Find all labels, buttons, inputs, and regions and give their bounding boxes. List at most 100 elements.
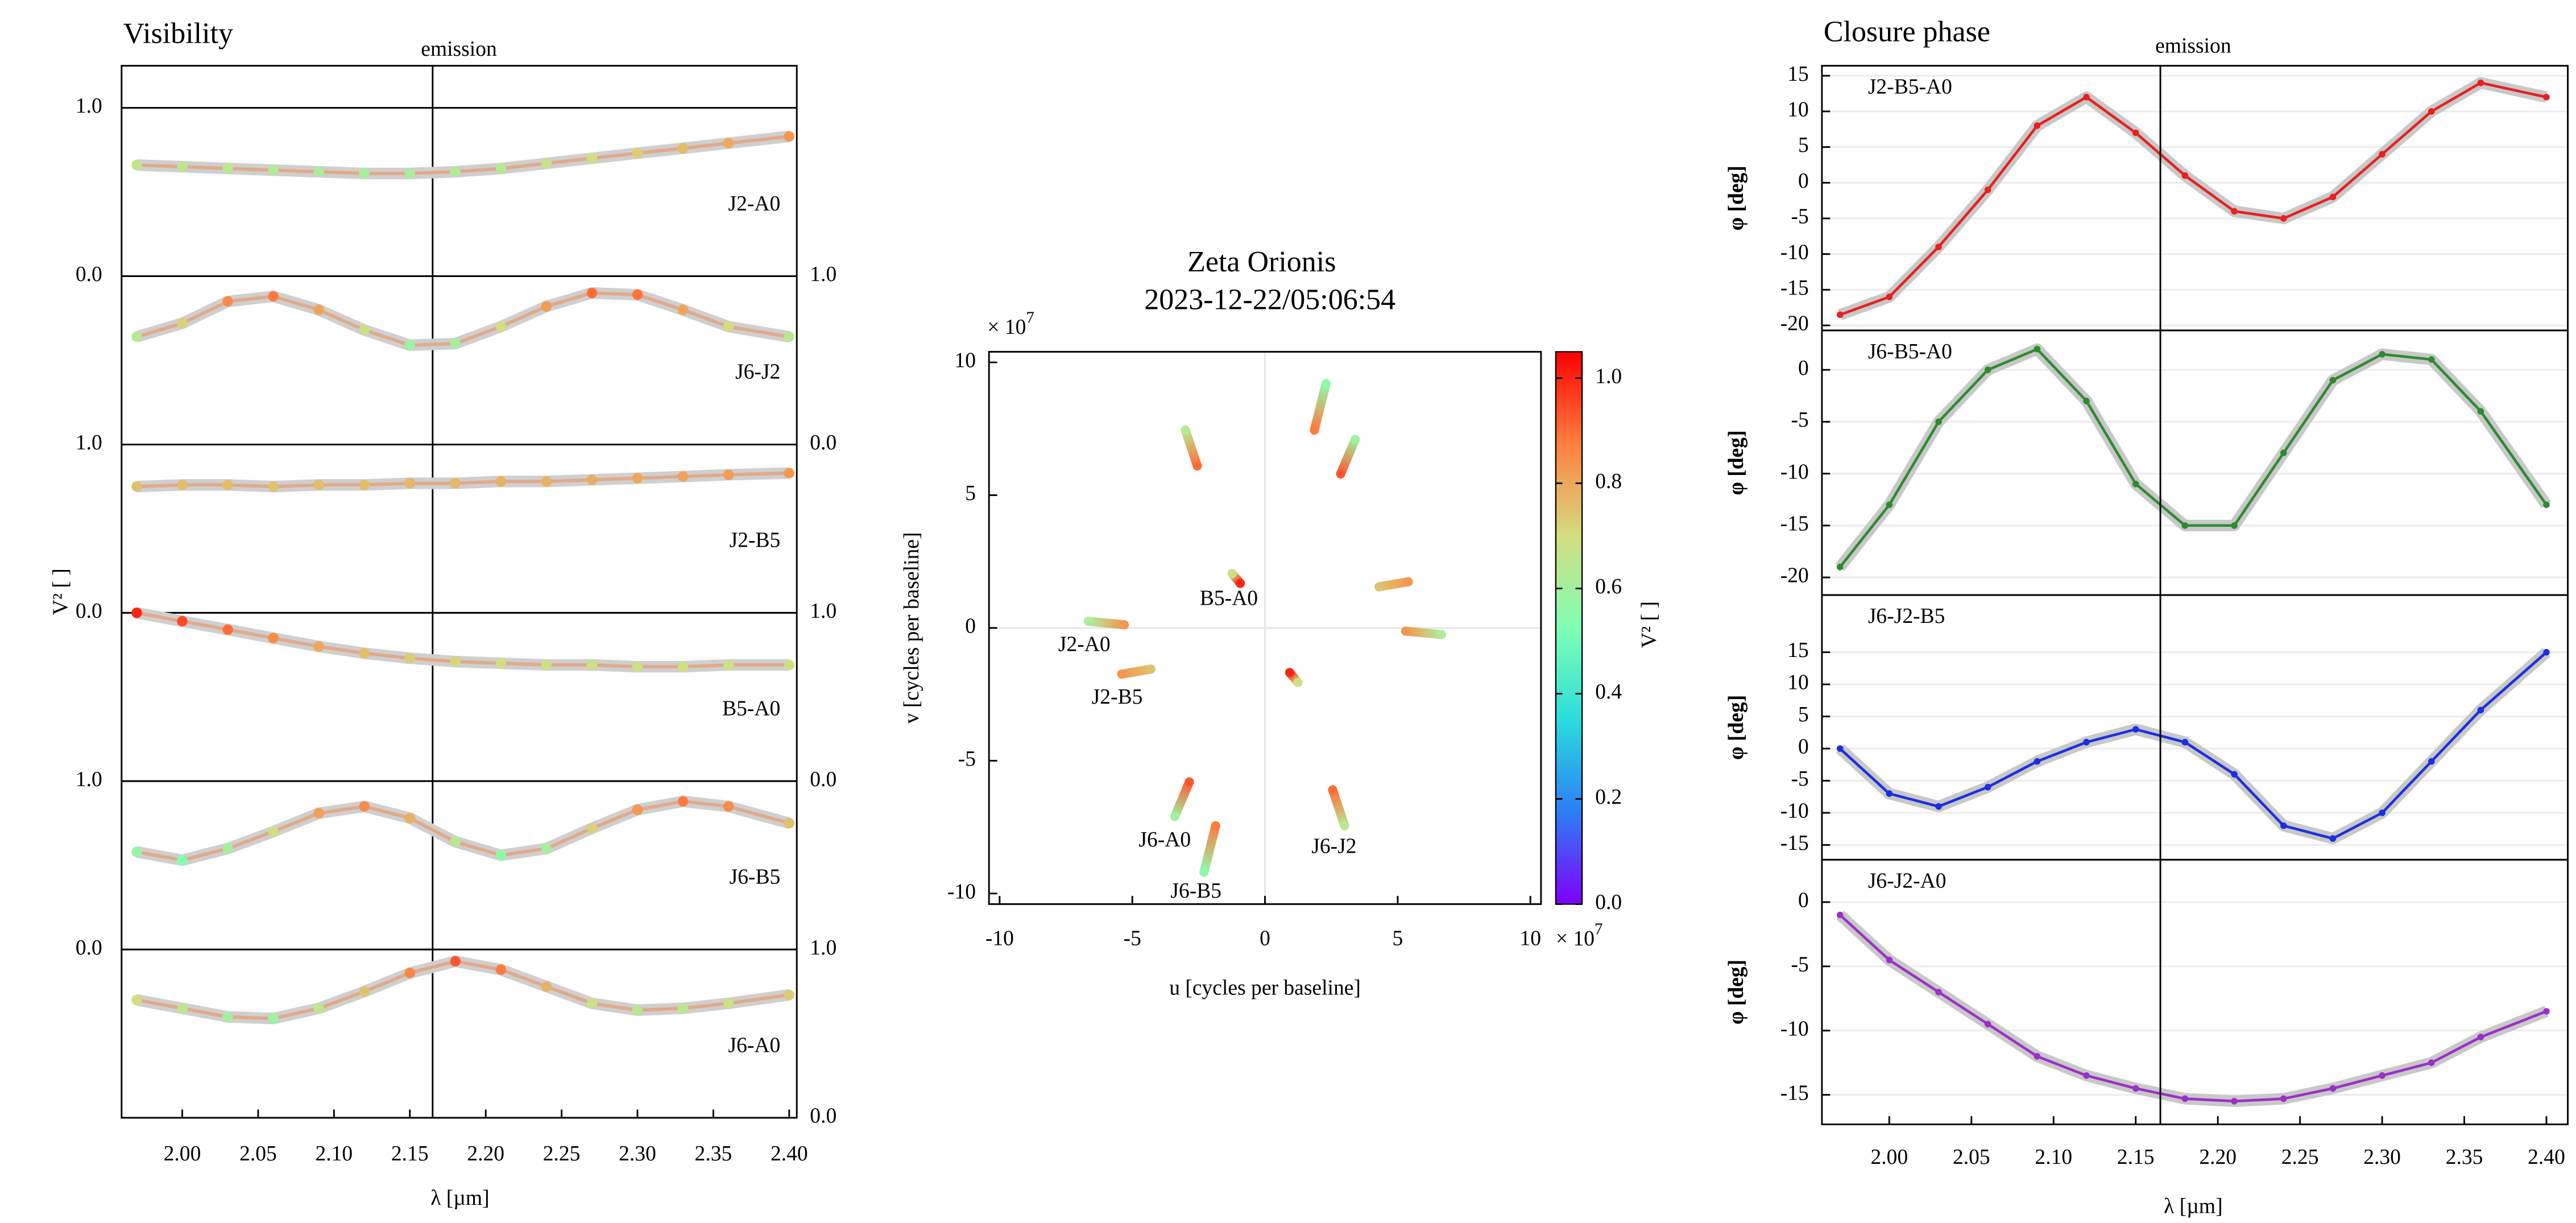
y-tick-label: 0.0 [810,768,836,791]
uv-track [1170,777,1194,821]
data-point [677,471,689,482]
data-point [586,998,598,1009]
data-point [586,287,598,299]
data-point [2231,1098,2238,1105]
y-tick-label: -5 [1791,408,1809,432]
y-tick-label: -10 [1780,241,1809,264]
y-tick-label: 1.0 [810,263,836,286]
data-point [359,648,370,659]
series-label: J2-B5-A0 [1868,76,1952,99]
data-point [1984,187,1991,193]
y-tick-label: 0 [1798,736,1809,759]
data-point [677,796,689,807]
data-point [2132,481,2139,487]
data-point [268,1013,279,1024]
data-point [1935,243,1942,250]
y-tick-label: -20 [1780,312,1809,336]
data-point [2034,1053,2041,1060]
data-point [131,159,142,171]
data-point [2083,738,2090,746]
scale-exponent: 7 [1026,308,1034,327]
data-point [632,289,643,300]
y-axis-label: φ [deg] [1725,695,1748,760]
data-point [1935,803,1942,810]
error-band [1836,910,2549,1107]
data-point [586,474,598,485]
data-point [784,989,795,1001]
uv-point [1120,620,1129,630]
x-tick-label: 2.30 [2363,1146,2401,1169]
colorbar-tick-label: 0.4 [1595,680,1622,704]
data-point [586,153,598,164]
uv-point [1436,630,1446,639]
data-point [359,324,370,336]
chart-title: Visibility [123,18,233,50]
data-point [2329,1085,2337,1092]
panel-frame [1821,65,2569,332]
uv-point [1181,425,1190,435]
phase-line [1839,914,2547,1103]
uv-point [1192,461,1202,471]
data-point [2543,648,2550,656]
data-point [2034,758,2041,765]
data-point [404,652,416,664]
axis-scale: × 107 [987,308,1034,338]
data-point [2477,1034,2484,1040]
x-tick-label: 2.15 [2117,1146,2155,1169]
y-tick-label: 10 [1787,671,1809,695]
x-tick-label: 2.05 [1953,1146,1990,1169]
y-tick-label: -10 [1780,460,1809,484]
data-point [1984,783,1991,791]
data-point [1935,418,1942,425]
data-point [2280,822,2287,829]
data-point [677,143,689,154]
data-point [784,817,795,829]
data-point [177,1003,188,1014]
y-tick-label: 0.0 [76,936,102,960]
uv-point [1285,668,1295,677]
data-point [2428,356,2435,363]
data-point [495,850,507,861]
scale-base: × 10 [1556,927,1595,951]
series-label: J6-J2-A0 [1868,869,1947,893]
data-point [359,480,370,490]
y-tick-label: 1.0 [76,768,102,791]
data-point [268,633,279,643]
baseline-label: J2-B5 [1092,685,1143,709]
data-point [2181,172,2189,179]
data-point [632,148,643,159]
colorbar-tick-label: 0.0 [1595,891,1622,914]
uv-track [1084,617,1129,630]
uv-point [1199,867,1209,877]
x-tick-label: 2.25 [2281,1146,2319,1169]
data-point [131,608,142,618]
data-point [632,661,643,672]
scale-exponent: 7 [1595,920,1602,938]
x-tick-label: 2.20 [2199,1146,2237,1169]
y-tick-label: 0.0 [810,431,836,455]
data-point [1886,790,1893,797]
data-point [632,473,643,484]
chart-subtitle: 2023-12-22/05:06:54 [1144,284,1395,316]
phase-line [1839,81,2547,316]
x-axis-label: λ [µm] [2164,1195,2222,1218]
error-band [135,955,790,1024]
data-point [2280,449,2287,456]
data-point [2543,93,2550,101]
data-point [1836,745,1844,752]
data-point [541,843,552,854]
data-point [677,304,689,315]
data-point [2181,1095,2189,1102]
data-point [313,480,324,490]
data-point [2543,501,2550,509]
baseline-label: J6-J2 [1311,835,1356,858]
uv-point [1310,425,1319,435]
data-point [723,659,734,671]
data-point [2231,522,2238,529]
uv-point [1236,579,1245,588]
y-tick-label: 0.0 [76,263,102,286]
data-point [177,855,188,866]
uv-track [1401,626,1446,639]
y-tick-label: -5 [1791,767,1809,791]
data-point [222,163,233,174]
